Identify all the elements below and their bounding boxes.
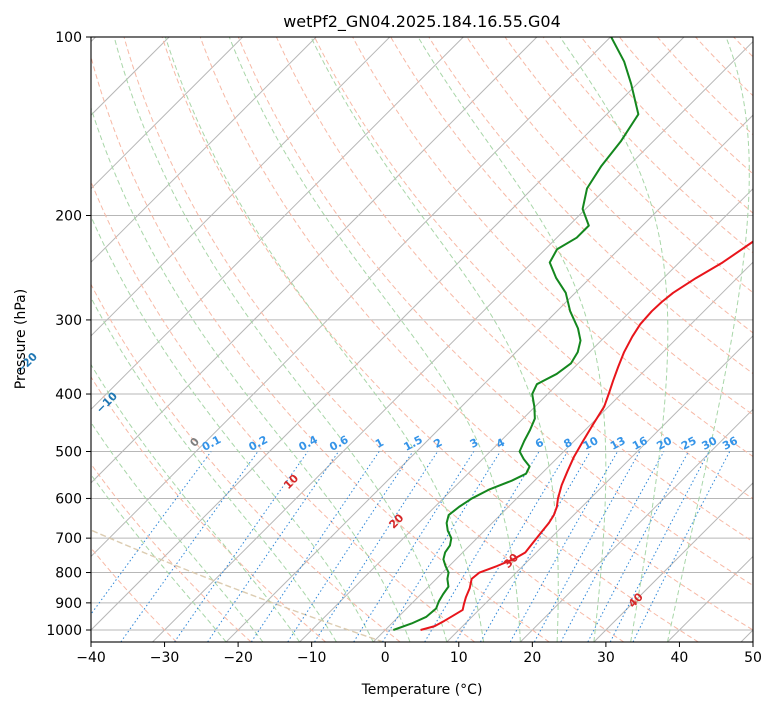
x-axis-label: Temperature (°C): [361, 682, 483, 698]
y-tick-label: 500: [55, 444, 82, 460]
moist-adiabat-line: [91, 363, 301, 642]
mixing-ratio-line: [120, 451, 259, 642]
mixing-ratio-label: 25: [679, 434, 699, 453]
isotherm-line: [446, 335, 753, 642]
moist-adiabat-line: [91, 473, 227, 642]
dry-adiabat-line: [275, 37, 753, 543]
mixing-ratio-label: 36: [720, 434, 740, 453]
dry-adiabat-line: [161, 37, 699, 642]
x-tick-label: 20: [523, 650, 541, 666]
mixing-ratio-line: [353, 451, 475, 642]
dry-adiabat-line: [123, 37, 625, 642]
y-tick-label: 200: [55, 209, 82, 225]
mixing-ratio-line: [424, 451, 540, 642]
x-tick-label: 0: [381, 650, 390, 666]
isotherm-line: [225, 114, 753, 642]
isotherm-line: [91, 37, 317, 263]
y-tick-label: 600: [55, 491, 82, 507]
moist-adiabat-line: [91, 106, 411, 642]
mixing-ratio-line: [560, 451, 665, 642]
y-tick-label: 900: [55, 596, 82, 612]
dry-adiabat-line: [91, 283, 401, 642]
x-tick-label: −40: [76, 650, 106, 666]
plot-area: [91, 37, 753, 642]
x-tick-label: 40: [671, 650, 689, 666]
y-tick-label: 800: [55, 566, 82, 582]
moist-adiabat-line: [310, 37, 559, 642]
dry-adiabat-line: [428, 37, 753, 375]
isotherm-line: [91, 37, 391, 337]
isotherm-line: [519, 408, 753, 642]
y-tick-label: 100: [55, 30, 82, 46]
y-tick-label: 700: [55, 531, 82, 547]
isotherm-line: [593, 482, 753, 642]
mixing-ratio-line: [455, 451, 569, 642]
moist-adiabat-line: [91, 421, 264, 642]
isotherm-line: [91, 37, 464, 411]
y-axis-label: Pressure (hPa): [13, 289, 29, 389]
temperature-profile-line: [420, 240, 753, 631]
x-tick-label: 30: [597, 650, 615, 666]
dry-adiabat-line: [91, 376, 326, 642]
mixing-ratio-line: [533, 451, 641, 642]
mixing-ratio-label: 20: [654, 434, 674, 453]
dry-adiabat-line: [390, 37, 753, 416]
isotherm-line: [152, 40, 753, 642]
dry-adiabat-line: [91, 180, 475, 642]
isotherm-line: [91, 37, 244, 190]
mixing-ratio-label: 10: [581, 434, 601, 453]
dry-adiabat-line: [91, 55, 550, 642]
dry-adiabat-line: [237, 37, 753, 587]
y-tick-label: 400: [55, 387, 82, 403]
x-tick-label: 10: [450, 650, 468, 666]
dry-adiabat-line: [352, 37, 753, 458]
chart-title: wetPf2_GN04.2025.184.16.55.G04: [283, 12, 561, 32]
moist-adiabat-line: [91, 296, 337, 642]
moist-adiabat-line: [91, 215, 374, 642]
dry-adiabat-line: [580, 37, 753, 214]
x-tick-label: 50: [744, 650, 762, 666]
isotherm-line: [299, 187, 753, 642]
mixing-ratio-line: [207, 451, 340, 642]
dry-adiabat-line: [199, 37, 753, 631]
y-tick-label: 300: [55, 313, 82, 329]
moist-adiabat-line: [417, 37, 607, 642]
dry-adiabat-line: [314, 37, 753, 500]
x-tick-label: −20: [223, 650, 253, 666]
moist-adiabat-line: [113, 37, 448, 642]
x-tick-label: −30: [150, 650, 180, 666]
dewpoint-profile-line: [392, 37, 640, 631]
x-tick-label: −10: [297, 650, 327, 666]
isotherm-line: [372, 261, 753, 642]
mixing-ratio-label: 13: [608, 434, 628, 453]
dry-adiabat-line: [618, 37, 753, 175]
mixing-ratio-label: 30: [700, 434, 720, 453]
y-tick-label: 1000: [46, 623, 82, 639]
moist-adiabat-line: [228, 37, 521, 642]
dry-adiabat-line: [504, 37, 753, 294]
plot-frame: [90, 36, 754, 643]
mixing-ratio-line: [509, 451, 619, 642]
isotherm-line: [91, 37, 611, 558]
isotherm-line: [91, 37, 538, 484]
mixing-ratio-line: [314, 451, 439, 642]
mixing-ratio-line: [91, 451, 212, 615]
mixing-ratio-label: 16: [630, 434, 650, 453]
mixing-ratio-line: [479, 451, 591, 642]
moist-adiabat-line: [666, 37, 750, 642]
mixing-ratio-line: [382, 451, 501, 642]
